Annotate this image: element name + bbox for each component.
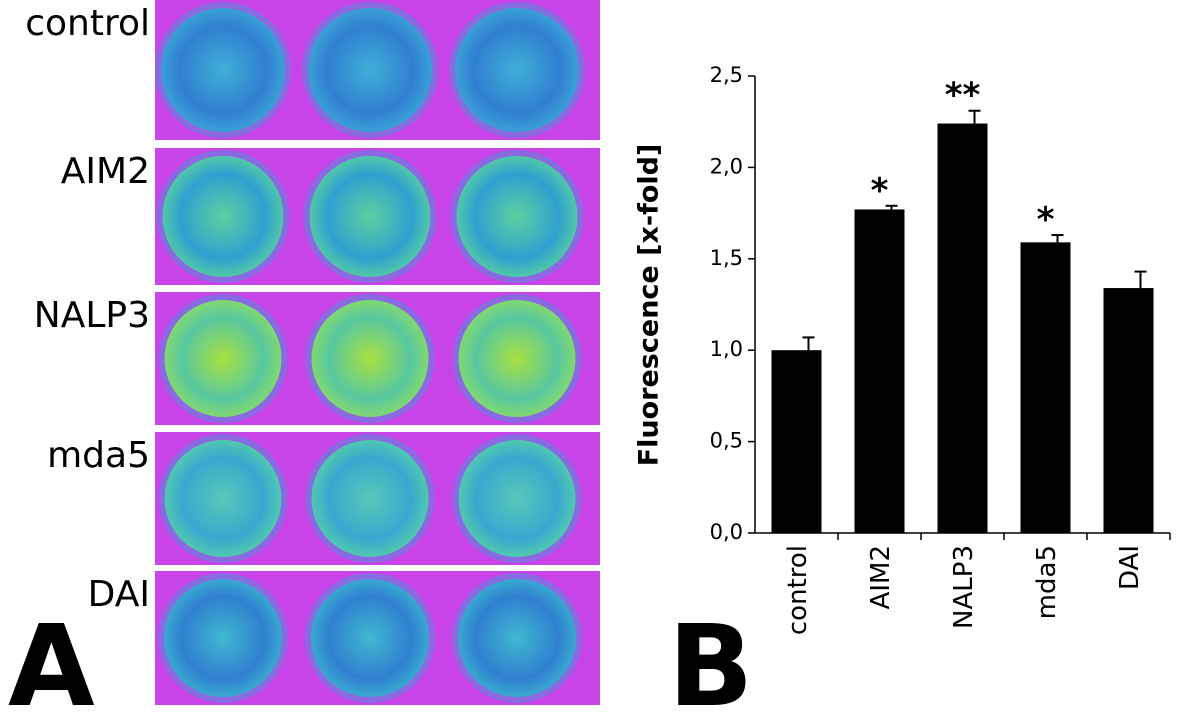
- y-tick-label: 0,5: [710, 429, 743, 453]
- x-tick-label: NALP3: [949, 545, 979, 629]
- well: [164, 440, 282, 557]
- well: [458, 440, 576, 557]
- well: [458, 300, 576, 417]
- x-tick-label: control: [783, 545, 813, 635]
- well: [162, 156, 284, 277]
- plate-images: [155, 0, 600, 705]
- significance-label: **: [945, 76, 981, 116]
- y-tick-label: 2,5: [710, 63, 743, 87]
- y-tick-label: 1,5: [710, 246, 743, 270]
- bar: [1020, 242, 1071, 533]
- well: [311, 440, 429, 557]
- well: [164, 300, 282, 417]
- well: [455, 8, 579, 132]
- panel-label: A: [8, 602, 95, 712]
- x-tick-label: DAI: [1115, 545, 1145, 590]
- bar-chart: 0,0 0,5 1,0 1,5 2,0 2,5 control * AIM2 ** NALP3 * md…: [710, 63, 1171, 635]
- bar: [1103, 288, 1154, 533]
- well: [311, 300, 429, 417]
- well: [456, 156, 578, 277]
- row-label: control: [25, 3, 150, 44]
- well: [311, 579, 429, 697]
- well: [161, 8, 285, 132]
- x-tick-label: AIM2: [866, 545, 896, 609]
- row-label: mda5: [47, 435, 150, 476]
- significance-label: *: [1037, 200, 1055, 240]
- y-tick-label: 0,0: [710, 520, 743, 544]
- y-tick-label: 1,0: [710, 337, 743, 361]
- significance-label: *: [871, 171, 889, 211]
- well: [308, 8, 432, 132]
- bar: [771, 350, 822, 533]
- x-tick-label: mda5: [1032, 545, 1062, 619]
- row-label: DAI: [88, 574, 150, 615]
- bar: [854, 209, 905, 533]
- y-axis-label: Fluorescence [x-fold]: [634, 144, 665, 467]
- well: [164, 579, 282, 697]
- row-label: AIM2: [61, 151, 150, 192]
- well: [309, 156, 431, 277]
- y-tick-label: 2,0: [710, 154, 743, 178]
- panel-label: B: [668, 602, 753, 712]
- row-label: NALP3: [34, 295, 150, 336]
- well: [458, 579, 576, 697]
- bar: [937, 123, 988, 533]
